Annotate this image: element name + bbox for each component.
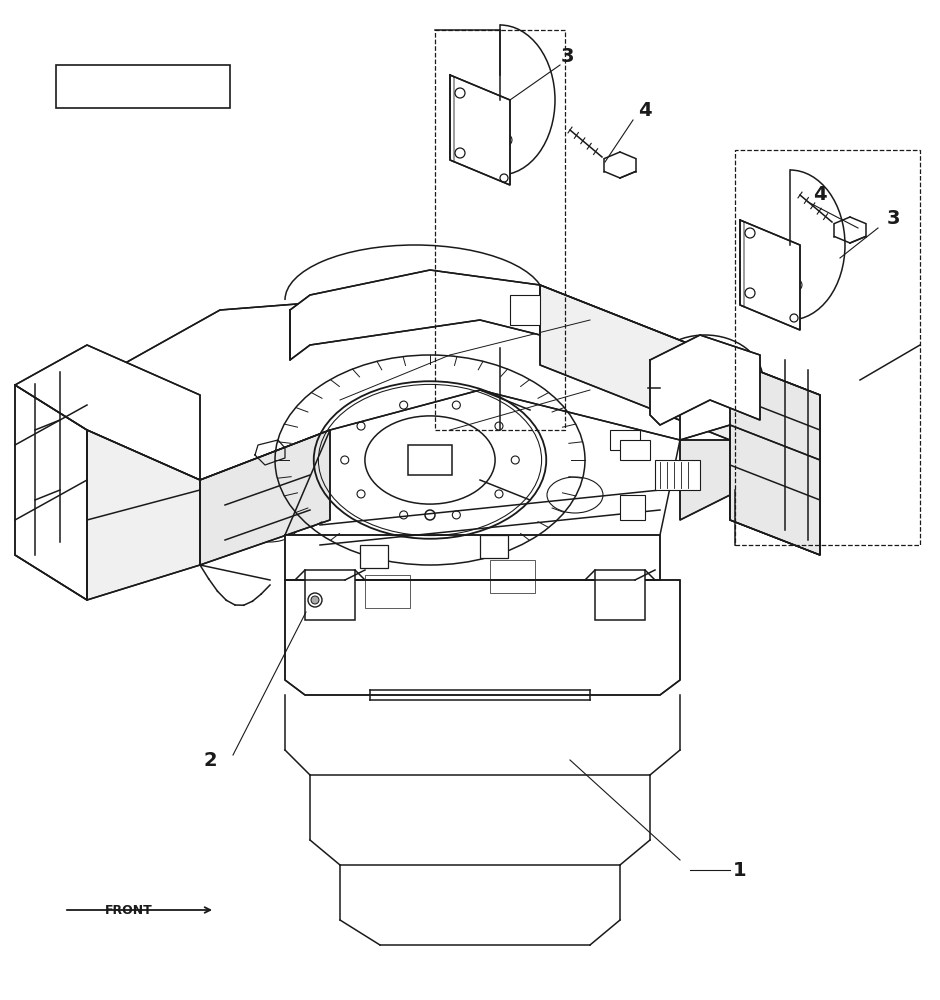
Polygon shape — [285, 535, 660, 580]
Circle shape — [311, 596, 319, 604]
Text: 2: 2 — [203, 750, 217, 770]
Bar — [490, 560, 535, 593]
Text: 3: 3 — [886, 209, 900, 228]
Polygon shape — [450, 75, 510, 185]
Text: 4: 4 — [813, 186, 827, 205]
Polygon shape — [540, 285, 730, 440]
Polygon shape — [730, 425, 820, 555]
Text: 1: 1 — [733, 860, 746, 880]
Polygon shape — [680, 360, 820, 460]
Bar — [595, 570, 645, 620]
Polygon shape — [650, 335, 760, 425]
Bar — [735, 150, 920, 545]
Bar — [435, 30, 565, 430]
Polygon shape — [87, 430, 200, 600]
FancyBboxPatch shape — [56, 65, 230, 108]
Polygon shape — [740, 220, 800, 330]
Bar — [408, 445, 452, 475]
Polygon shape — [15, 385, 87, 600]
Text: FRONT: FRONT — [105, 904, 152, 916]
Bar — [620, 440, 650, 460]
Polygon shape — [15, 345, 200, 480]
Polygon shape — [200, 430, 330, 565]
Polygon shape — [730, 360, 820, 555]
Bar — [610, 430, 640, 450]
Polygon shape — [680, 440, 730, 520]
Text: 3: 3 — [560, 47, 573, 66]
Bar — [305, 570, 355, 620]
Polygon shape — [285, 580, 680, 695]
Bar — [655, 460, 700, 490]
Bar — [510, 295, 540, 325]
Text: 4: 4 — [638, 101, 651, 119]
Polygon shape — [77, 390, 200, 565]
Polygon shape — [77, 285, 730, 480]
Polygon shape — [290, 270, 540, 360]
Circle shape — [308, 593, 322, 607]
Bar — [360, 545, 388, 568]
Bar — [480, 535, 508, 558]
Bar — [555, 480, 598, 513]
Bar — [620, 495, 645, 520]
Bar — [365, 575, 410, 608]
